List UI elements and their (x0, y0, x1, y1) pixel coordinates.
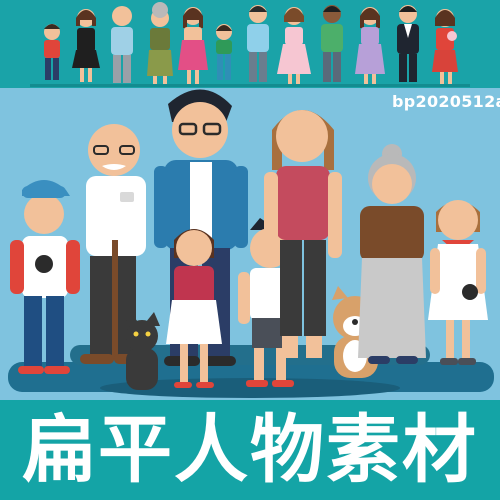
small-person-2 (72, 9, 100, 82)
small-person-9 (321, 5, 343, 82)
small-person-1 (44, 24, 60, 80)
top-ground (30, 84, 470, 87)
mom (264, 110, 342, 358)
small-person-7 (247, 5, 269, 82)
cat (124, 312, 160, 390)
girl-front (166, 229, 222, 388)
small-person-4 (147, 2, 173, 84)
grandpa (80, 124, 148, 364)
top-people-row (30, 2, 470, 87)
small-person-11 (397, 5, 419, 82)
boy-with-cap (10, 180, 80, 374)
small-person-3 (111, 6, 133, 83)
image-code-label: bp2020512a (392, 92, 500, 111)
small-person-8 (277, 7, 311, 84)
title-band (0, 400, 500, 500)
small-person-6 (216, 24, 232, 80)
small-person-5 (178, 7, 208, 84)
small-person-10 (355, 7, 385, 84)
small-person-12 (432, 9, 458, 84)
poster-title: 扁平人物素材 (22, 407, 478, 493)
grandma (358, 144, 426, 364)
girl-right (428, 200, 488, 365)
